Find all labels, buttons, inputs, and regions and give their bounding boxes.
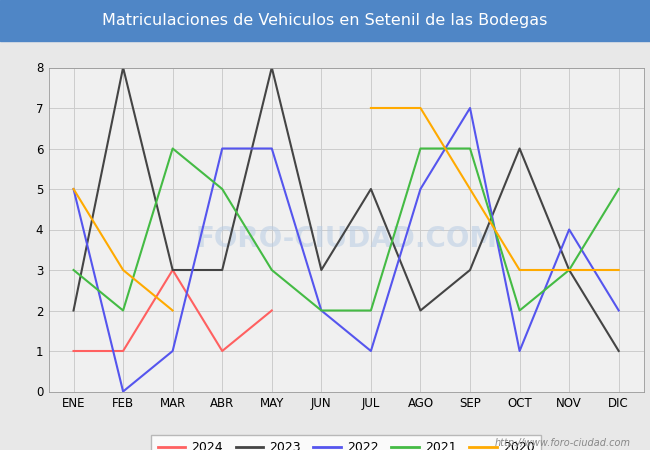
Text: http://www.foro-ciudad.com: http://www.foro-ciudad.com (495, 438, 630, 448)
Text: Matriculaciones de Vehiculos en Setenil de las Bodegas: Matriculaciones de Vehiculos en Setenil … (102, 13, 548, 28)
Legend: 2024, 2023, 2022, 2021, 2020: 2024, 2023, 2022, 2021, 2020 (151, 435, 541, 450)
Text: FORO-CIUDAD.COM: FORO-CIUDAD.COM (195, 225, 497, 253)
